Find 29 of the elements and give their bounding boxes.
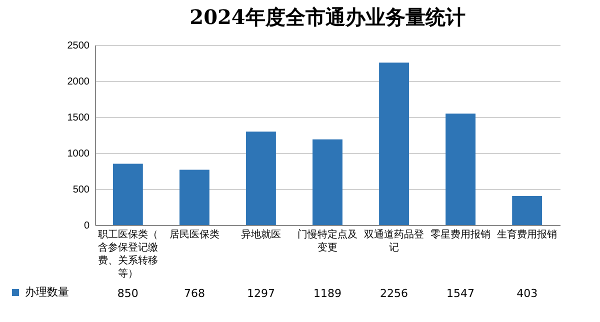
data-label: 1547 bbox=[446, 287, 475, 300]
data-label: 2256 bbox=[380, 287, 408, 300]
bar bbox=[112, 164, 143, 225]
x-tick-label: 职工医保类（含参保登记缴费、关系转移等） bbox=[98, 228, 158, 280]
x-tick-label: 门慢特定点及变更 bbox=[298, 228, 358, 254]
y-tick-label: 1000 bbox=[67, 148, 90, 160]
data-label: 1297 bbox=[246, 287, 275, 300]
chart-title: 2024年度全市通办业务量统计 bbox=[190, 5, 466, 29]
data-label: 850 bbox=[117, 287, 138, 300]
y-tick-label: 2000 bbox=[67, 76, 90, 88]
bar bbox=[379, 62, 409, 225]
y-tick-label: 0 bbox=[84, 220, 90, 232]
y-tick-label: 500 bbox=[72, 184, 90, 196]
bar bbox=[246, 132, 276, 225]
bar bbox=[179, 170, 210, 225]
bar bbox=[512, 196, 542, 225]
y-tick-label: 1500 bbox=[67, 112, 90, 124]
bar bbox=[446, 114, 476, 225]
data-label: 1189 bbox=[314, 287, 342, 300]
data-label: 768 bbox=[184, 287, 205, 300]
x-tick-label: 零星费用报销 bbox=[430, 228, 491, 240]
y-tick-label: 2500 bbox=[67, 40, 90, 52]
x-tick-label: 异地就医 bbox=[240, 228, 281, 240]
x-tick-label: 双通道药品登记 bbox=[364, 228, 424, 254]
data-label: 403 bbox=[516, 287, 538, 300]
x-tick-label: 居民医保类 bbox=[169, 228, 220, 240]
legend-label: 办理数量 bbox=[25, 286, 69, 298]
x-tick-label: 生育费用报销 bbox=[497, 228, 558, 240]
bar bbox=[312, 139, 342, 225]
